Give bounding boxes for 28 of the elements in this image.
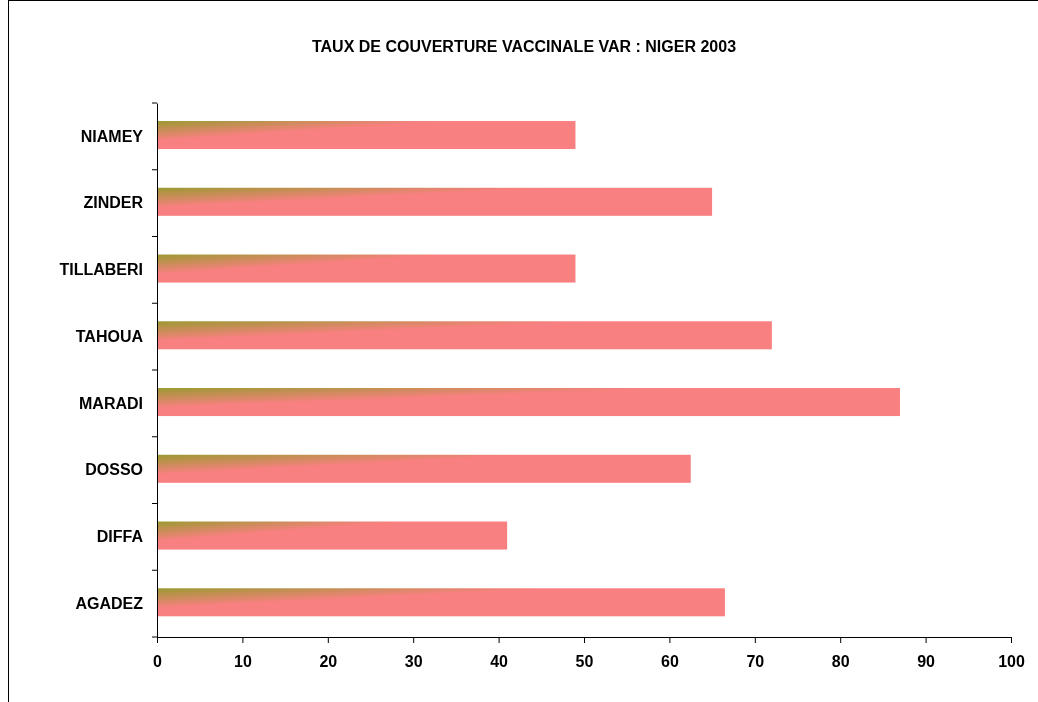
bar	[157, 121, 576, 150]
bar	[157, 254, 576, 283]
x-tick-label: 20	[319, 652, 338, 670]
y-tick-label: DOSSO	[85, 461, 143, 479]
x-tick-label: 40	[490, 652, 509, 670]
x-tick-label: 0	[153, 652, 163, 670]
x-tick-label: 10	[234, 652, 252, 670]
x-tick-label: 100	[998, 652, 1025, 670]
x-tick-label: 50	[575, 652, 594, 670]
bar	[157, 521, 508, 550]
x-tick-label: 60	[661, 652, 679, 670]
bar	[157, 454, 691, 483]
y-tick-label: TILLABERI	[59, 260, 143, 278]
bar	[157, 187, 713, 216]
x-tick-label: 80	[831, 652, 850, 670]
y-tick-label: TAHOUA	[75, 327, 144, 345]
bar	[157, 321, 772, 350]
y-tick-label: NIAMEY	[80, 127, 144, 145]
y-tick-label: MARADI	[79, 394, 143, 412]
y-tick-label: ZINDER	[83, 194, 144, 212]
x-tick-label: 90	[917, 652, 936, 670]
bar	[157, 588, 725, 617]
chart-title: TAUX DE COUVERTURE VACCINALE VAR : NIGER 2003	[311, 38, 737, 55]
y-tick-label: AGADEZ	[75, 594, 144, 612]
x-tick-label: 30	[404, 652, 423, 670]
y-tick-label: DIFFA	[96, 527, 144, 545]
bar	[157, 388, 900, 417]
x-tick-label: 70	[746, 652, 765, 670]
